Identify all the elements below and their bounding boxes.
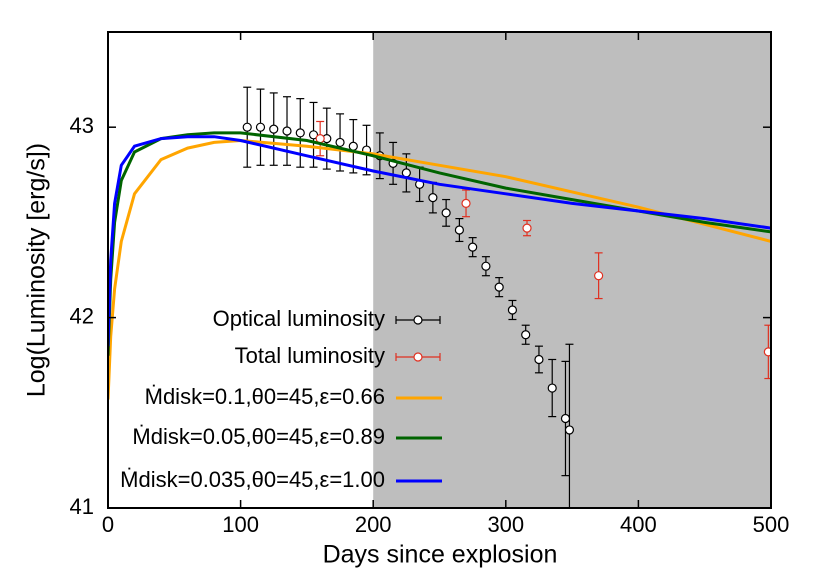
data-point xyxy=(468,242,478,252)
axes: 0 100 200 300 400 500 41 42 43 Optical luminosity… xyxy=(70,31,790,537)
data-point xyxy=(507,305,518,315)
data-point xyxy=(494,282,504,292)
x-tick-label: 300 xyxy=(487,512,524,537)
legend-label: Optical luminosity xyxy=(213,306,385,331)
data-point xyxy=(428,193,438,203)
data-point xyxy=(481,261,491,271)
data-point xyxy=(269,124,279,134)
data-point xyxy=(255,122,266,132)
data-point xyxy=(564,425,575,435)
data-point xyxy=(594,271,604,281)
data-point xyxy=(547,383,557,393)
x-axis-title: Days since explosion xyxy=(323,541,558,569)
model-curve xyxy=(108,135,771,347)
x-tick-label: 200 xyxy=(355,512,392,537)
legend-label: Total luminosity xyxy=(235,343,385,368)
legend-sample xyxy=(413,315,423,325)
data-point xyxy=(534,354,544,365)
y-tick-label: 43 xyxy=(70,113,94,138)
data-point xyxy=(242,122,252,132)
plot-area xyxy=(108,86,771,508)
legend-sample xyxy=(413,352,423,362)
data-point xyxy=(560,413,571,424)
y-tick-label: 41 xyxy=(70,494,94,519)
y-axis-title: Log(Luminosity [erg/s]) xyxy=(23,143,51,397)
model-curve xyxy=(108,131,771,356)
data-point xyxy=(295,128,305,138)
data-point xyxy=(308,130,319,140)
legend-label: Ṁdisk=0.1,θ0=45,ε=0.66 xyxy=(145,384,385,409)
legend-label: Ṁdisk=0.05,θ0=45,ε=0.89 xyxy=(132,424,385,449)
plot-frame xyxy=(107,31,772,509)
x-tick-label: 0 xyxy=(102,512,114,537)
data-point xyxy=(461,198,471,208)
data-point xyxy=(763,347,771,357)
data-point xyxy=(282,126,292,136)
y-tick-label: 42 xyxy=(70,303,94,328)
data-point xyxy=(335,137,345,148)
x-tick-label: 400 xyxy=(620,512,657,537)
x-tick-label: 500 xyxy=(753,512,790,537)
data-point xyxy=(521,330,531,340)
data-point xyxy=(522,223,532,233)
data-point xyxy=(441,208,451,218)
x-tick-label: 100 xyxy=(222,512,259,537)
data-point xyxy=(454,225,464,235)
legend-label: Ṁdisk=0.035,θ0=45,ε=1.00 xyxy=(120,467,385,492)
